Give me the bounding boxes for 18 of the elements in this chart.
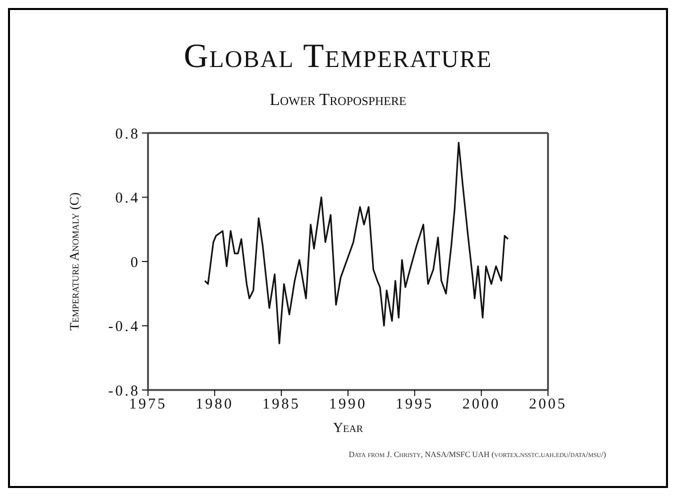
x-tick-label: 1990 — [329, 396, 367, 413]
y-tick-label: 0.4 — [115, 190, 140, 207]
x-tick-label: 1980 — [196, 396, 234, 413]
chart-subtitle: Lower Troposphere — [268, 90, 408, 110]
x-tick-label: 1995 — [396, 396, 434, 413]
y-tick-label: 0.8 — [115, 126, 140, 142]
line-series — [204, 142, 509, 344]
y-tick-label: -0.8 — [108, 383, 140, 400]
x-tick-label: 1975 — [129, 396, 167, 413]
y-axis-title: Temperature Anomaly (C) — [66, 192, 82, 331]
x-tick-label: 2000 — [462, 396, 500, 413]
text: Data from J. Christy, NASA/MSFC UAH (vortex.nsstc.uah.edu/data/msu/) — [348, 450, 606, 459]
x-tick-label: 2005 — [529, 396, 567, 413]
chart-title: Global Temperature — [182, 38, 494, 76]
x-tick-label: 1985 — [262, 396, 300, 413]
x-axis-title: Year — [332, 421, 364, 436]
y-tick-label: -0.4 — [108, 319, 140, 336]
y-tick-label: 0 — [130, 254, 140, 271]
